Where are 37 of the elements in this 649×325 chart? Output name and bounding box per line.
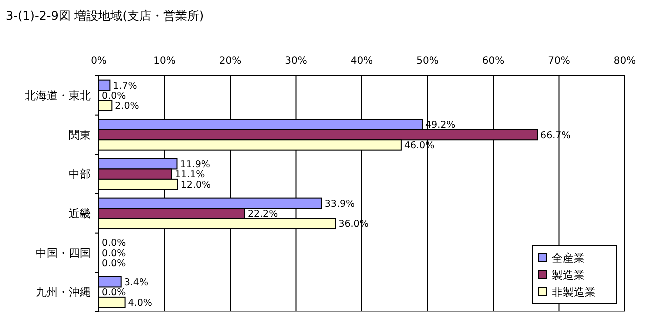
bar [98,296,126,308]
data-label: 22.2% [248,208,278,220]
data-label: 2.0% [115,101,140,112]
x-tick-label: 40% [350,56,374,67]
y-tick-label: 中部 [69,168,91,182]
y-tick-label: 関東 [69,128,91,142]
bar [98,80,111,92]
legend-label: 非製造業 [552,286,596,299]
data-label: 12.0% [180,180,212,191]
y-tick-label: 九州・沖縄 [36,286,91,300]
data-label: 33.9% [324,198,356,210]
legend-label: 全産業 [552,252,585,265]
y-tick-label: 北海道・東北 [25,90,91,103]
bar [98,276,122,288]
data-label: 0.0% [102,238,126,250]
x-tick-label: 0% [91,56,107,67]
y-tick-label: 近畿 [69,208,91,221]
data-label: 4.0% [128,298,152,309]
data-label: 0.0% [102,248,126,260]
data-label: 1.7% [113,80,138,92]
x-tick-label: 10% [154,56,176,67]
x-tick-label: 20% [219,56,242,67]
bar [98,100,113,112]
x-tick-label: 30% [285,56,308,67]
chart-title: 3-(1)-2-9図 増設地域(支店・営業所) [6,9,204,23]
data-label: 0.0% [102,288,126,299]
data-label: 0.0% [102,258,126,270]
legend-label: 製造業 [552,268,585,282]
x-tick-label: 50% [416,56,439,67]
data-label: 3.4% [124,277,148,288]
data-label: 11.9% [180,159,210,170]
x-tick-label: 60% [482,56,505,67]
x-tick-label: 70% [548,56,570,67]
data-label: 0.0% [102,90,126,102]
data-label: 11.1% [174,170,206,181]
y-tick-label: 中国・四国 [36,246,91,260]
x-tick-label: 80% [614,56,636,67]
